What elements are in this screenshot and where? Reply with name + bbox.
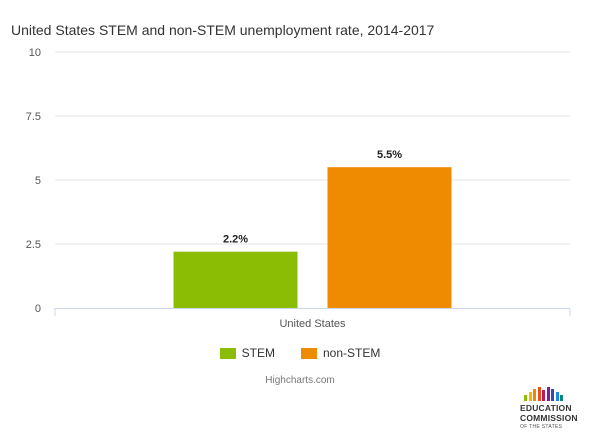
legend-label: STEM [241,346,275,360]
gridlines [55,51,570,245]
logo-bar [537,387,541,401]
logo-bar [560,395,563,401]
logo-bar [551,389,554,401]
logo-bars-icon [524,387,568,401]
logo-bar [546,387,550,401]
bar-stem[interactable] [173,251,298,308]
legend-swatch [219,347,236,359]
x-tick-label: United States [279,318,346,330]
legend-item-non-stem[interactable]: non-STEM [300,346,381,360]
bar-chart: 0 2.5 5 7.5 10 2.2% 5.5% United States [26,47,571,330]
logo-text-line1: EDUCATION [520,403,572,413]
legend: STEM non-STEM [0,346,600,360]
education-commission-logo: EDUCATION COMMISSION OF THE STATES [518,387,582,441]
logo-bar [542,390,545,401]
y-tick-label: 10 [29,47,41,59]
logo-bar [555,392,559,401]
logo-text-line2: COMMISSION [520,413,578,423]
logo-bar [524,395,527,401]
credits-link[interactable]: Highcharts.com [265,375,335,386]
logo-bar [528,392,532,401]
legend-label: non-STEM [322,346,381,360]
logo-bar [533,389,536,401]
bars [173,167,452,308]
logo-text-line3: OF THE STATES [520,424,563,430]
data-label: 5.5% [377,149,402,161]
y-tick-label: 0 [35,303,41,315]
y-axis-ticks: 0 2.5 5 7.5 10 [26,47,41,315]
legend-swatch [300,347,317,359]
data-labels: 2.2% 5.5% [223,149,402,245]
data-label: 2.2% [223,234,248,246]
chart-title: United States STEM and non-STEM unemploy… [11,22,435,38]
y-tick-label: 5 [35,175,41,187]
x-axis: United States [54,308,571,330]
legend-item-stem[interactable]: STEM [219,346,275,360]
bar-non-stem[interactable] [327,167,452,308]
y-tick-label: 2.5 [26,239,41,251]
y-tick-label: 7.5 [26,111,41,123]
